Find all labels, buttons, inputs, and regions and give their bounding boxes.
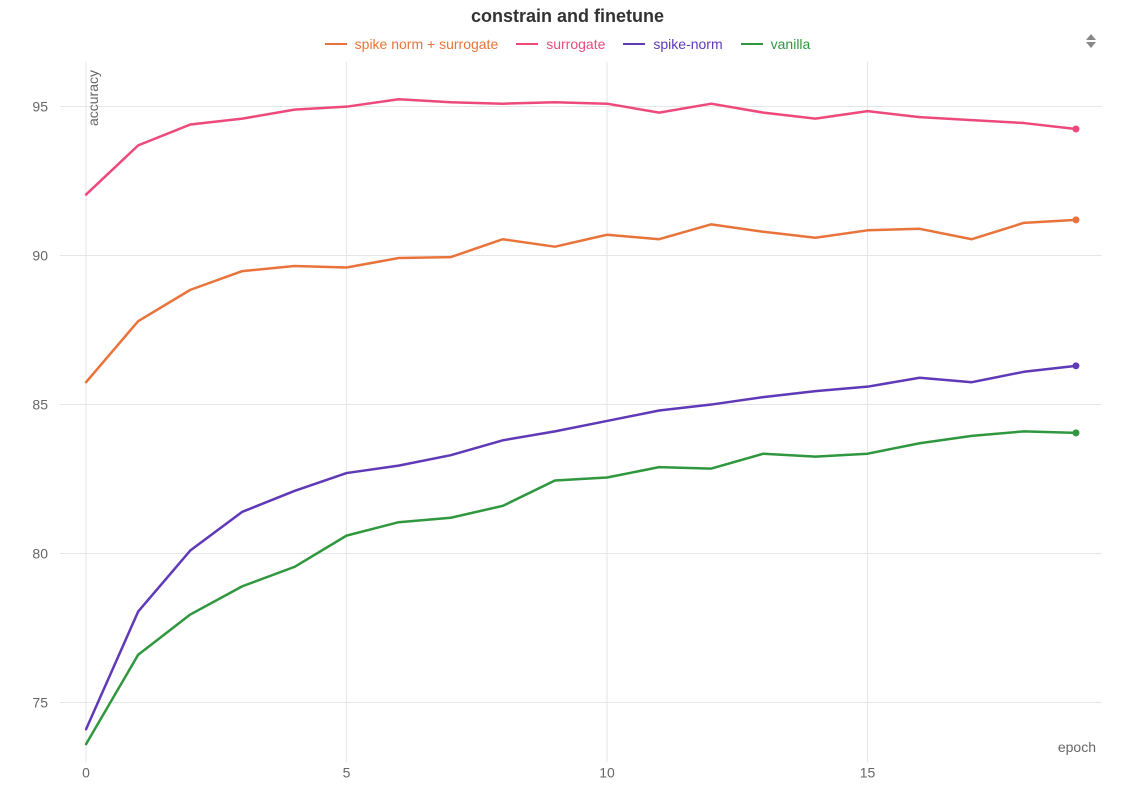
legend-label: spike-norm — [653, 36, 722, 52]
y-axis: 75 80 85 90 95 — [32, 99, 48, 711]
legend-swatch — [325, 43, 347, 45]
series-line-3[interactable] — [86, 431, 1076, 744]
chart-container: constrain and finetune spike norm + surr… — [0, 0, 1135, 796]
legend-item-vanilla[interactable]: vanilla — [741, 36, 811, 52]
y-axis-label: accuracy — [85, 70, 101, 126]
svg-text:5: 5 — [343, 764, 351, 780]
sort-icon[interactable] — [1084, 32, 1098, 50]
legend-label: surrogate — [546, 36, 605, 52]
legend-swatch — [741, 43, 763, 45]
legend: spike norm + surrogate surrogate spike-n… — [0, 36, 1135, 52]
series-line-0[interactable] — [86, 220, 1076, 382]
legend-item-spike-norm-surrogate[interactable]: spike norm + surrogate — [325, 36, 499, 52]
svg-text:85: 85 — [32, 396, 48, 412]
series-line-2[interactable] — [86, 366, 1076, 729]
legend-swatch — [516, 43, 538, 45]
legend-label: vanilla — [771, 36, 811, 52]
chart-title: constrain and finetune — [0, 6, 1135, 27]
x-axis-label: epoch — [1058, 739, 1096, 755]
svg-text:75: 75 — [32, 694, 48, 710]
svg-text:0: 0 — [82, 764, 90, 780]
legend-label: spike norm + surrogate — [355, 36, 499, 52]
svg-text:95: 95 — [32, 99, 48, 115]
x-axis: 0 5 10 15 — [82, 764, 875, 780]
svg-text:90: 90 — [32, 248, 48, 264]
legend-item-spike-norm[interactable]: spike-norm — [623, 36, 722, 52]
svg-text:10: 10 — [599, 764, 615, 780]
legend-item-surrogate[interactable]: surrogate — [516, 36, 605, 52]
gridlines — [60, 62, 1102, 762]
svg-text:15: 15 — [860, 764, 876, 780]
legend-swatch — [623, 43, 645, 45]
svg-text:80: 80 — [32, 545, 48, 561]
series-group — [86, 99, 1079, 744]
series-line-1[interactable] — [86, 99, 1076, 194]
plot-area: 051015 7580859095 epoch accuracy — [60, 62, 1102, 762]
